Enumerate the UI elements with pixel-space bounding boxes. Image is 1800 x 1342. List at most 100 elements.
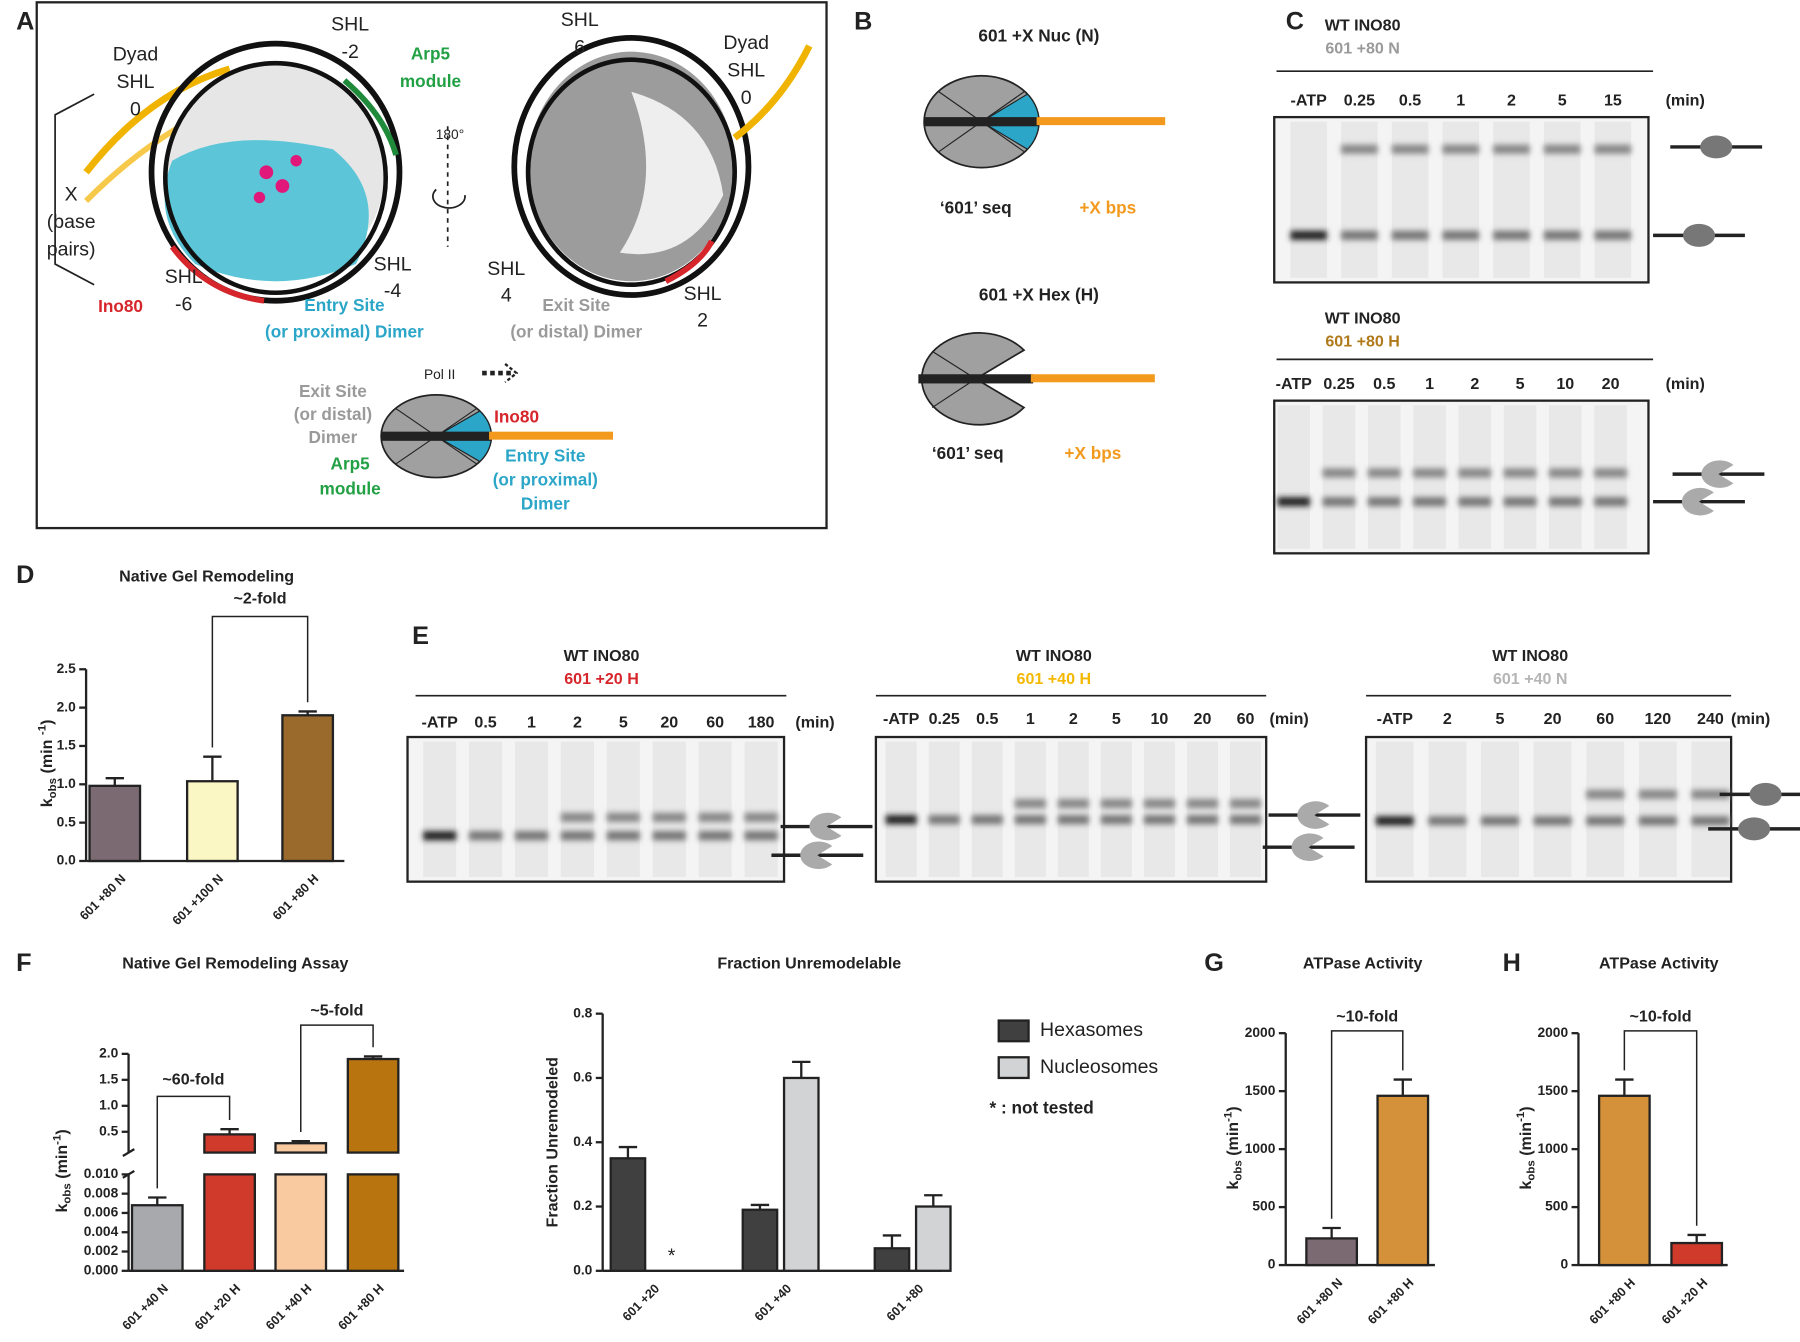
- gel-band: [514, 831, 549, 841]
- y-axis-label-part: k: [38, 798, 56, 807]
- structure-label: 0: [741, 87, 752, 109]
- y-axis-label-part: k: [1517, 1181, 1535, 1190]
- annotation: ~60-fold: [162, 1070, 224, 1088]
- x-tick-label: 601 +80: [884, 1281, 926, 1323]
- y-tick-label: 1.5: [99, 1071, 118, 1086]
- gel-band: [1493, 230, 1530, 240]
- gel-band: [1503, 468, 1537, 478]
- lane-label: 60: [1237, 710, 1255, 728]
- y-tick-label: 0.5: [99, 1123, 118, 1138]
- lane-label: 0.25: [929, 710, 960, 728]
- y-tick-label: 2000: [1245, 1025, 1276, 1040]
- x-tick-label: 601 +80 N: [1294, 1276, 1345, 1327]
- gel-band: [698, 831, 732, 841]
- hex-icon: [1672, 460, 1765, 488]
- bracket: [156, 1095, 231, 1189]
- chart-title: ATPase Activity: [1599, 955, 1719, 973]
- lane-label: -ATP: [1276, 375, 1313, 393]
- structure-label: SHL: [165, 266, 203, 288]
- bar-lower-segment: [274, 1173, 328, 1272]
- y-tick-label: 1000: [1245, 1141, 1276, 1156]
- gel-lane: [1290, 121, 1327, 278]
- bar-lower-segment: [346, 1173, 400, 1272]
- gel-lane: [1057, 741, 1089, 878]
- hexamer: [809, 812, 842, 841]
- y-tick-label: 1000: [1537, 1141, 1568, 1156]
- lane-unit: (min): [1666, 375, 1705, 393]
- y-axis-label-part: ): [38, 720, 56, 725]
- y-axis-label-part: (min: [38, 735, 56, 778]
- panel-label: E: [412, 622, 429, 650]
- chart-title: Native Gel Remodeling: [119, 568, 294, 586]
- gel-band: [1413, 468, 1446, 478]
- gel-band: [1186, 798, 1218, 809]
- hex-icon: [1653, 487, 1745, 516]
- schematic-label: ‘601’ seq: [932, 443, 1004, 463]
- bar: [914, 1205, 952, 1272]
- y-tick-label: 0.002: [84, 1243, 119, 1258]
- lane-label: 0.5: [1399, 91, 1421, 109]
- gel-band: [1638, 816, 1677, 826]
- lane-label: 5: [1496, 710, 1505, 728]
- error-bar: [105, 777, 124, 786]
- y-tick-label: 0.008: [84, 1185, 119, 1200]
- lane-label: 20: [1544, 710, 1562, 728]
- gel-title: WT INO80: [1325, 309, 1401, 327]
- gel-band: [1367, 468, 1401, 478]
- y-tick-label: 0.004: [84, 1224, 119, 1239]
- gel-band: [606, 831, 640, 841]
- y-tick-label: 2.0: [99, 1045, 118, 1060]
- structure-label: Dyad: [723, 32, 769, 54]
- chart-title: Native Gel Remodeling Assay: [122, 955, 348, 973]
- gel-subtitle: 601 +20 H: [564, 670, 639, 688]
- schematic-label: +X bps: [1064, 443, 1121, 463]
- y-axis-label-part: -1: [51, 1134, 63, 1145]
- error-bar: [1322, 1226, 1341, 1239]
- gel-subtitle: 601 +40 H: [1017, 670, 1092, 688]
- hexamer: [1291, 833, 1324, 861]
- gel-band: [1638, 789, 1677, 799]
- lane-label: 20: [1194, 710, 1212, 728]
- error-bar: [1615, 1078, 1634, 1096]
- x-tick-label: 601 +40 H: [263, 1281, 314, 1332]
- lane-label: -ATP: [883, 710, 920, 728]
- legend-label: Hexasomes: [1040, 1019, 1143, 1041]
- axis-break: [122, 1169, 135, 1179]
- gel-band: [698, 812, 732, 822]
- y-axis-label: kobs (min-1): [51, 1129, 73, 1212]
- gel-lane: [423, 741, 457, 878]
- hexamer: [1681, 487, 1714, 516]
- lane-unit: (min): [1270, 710, 1309, 728]
- lane-label: 1: [527, 713, 536, 731]
- y-axis-label: kobs (min-1): [1222, 1106, 1244, 1189]
- gel-lane: [1143, 741, 1175, 878]
- annotation: ~5-fold: [310, 1002, 363, 1020]
- gel-band: [1594, 230, 1632, 240]
- gel-band: [1413, 497, 1446, 507]
- y-axis-label-part: -1: [37, 724, 49, 735]
- panel-label: D: [16, 561, 34, 589]
- gel-lane: [514, 741, 549, 878]
- lane-label: 20: [1602, 375, 1620, 393]
- gel-lane: [1586, 741, 1625, 878]
- gel-lane: [1277, 405, 1311, 549]
- x-tick-label: 601 +80 N: [77, 872, 128, 923]
- gel-band: [1543, 230, 1581, 240]
- bar: [274, 1142, 328, 1154]
- structure-label: Entry Site: [304, 295, 384, 315]
- note: * : not tested: [990, 1097, 1094, 1117]
- gel-band: [1341, 230, 1378, 240]
- gel-band: [1691, 789, 1730, 799]
- lane-label: 1: [1456, 91, 1465, 109]
- structure-label: SHL: [116, 71, 154, 93]
- y-axis-label-part: k: [1224, 1181, 1242, 1190]
- bar: [281, 714, 335, 863]
- lane-label: 10: [1556, 375, 1574, 393]
- bar: [1305, 1237, 1359, 1267]
- y-tick-label: 0.8: [573, 1005, 592, 1020]
- x-tick-label: 601 +100 N: [170, 872, 226, 928]
- lane-label: 0.5: [474, 713, 496, 731]
- structure-label: SHL: [331, 13, 369, 35]
- gel-band: [1428, 816, 1467, 826]
